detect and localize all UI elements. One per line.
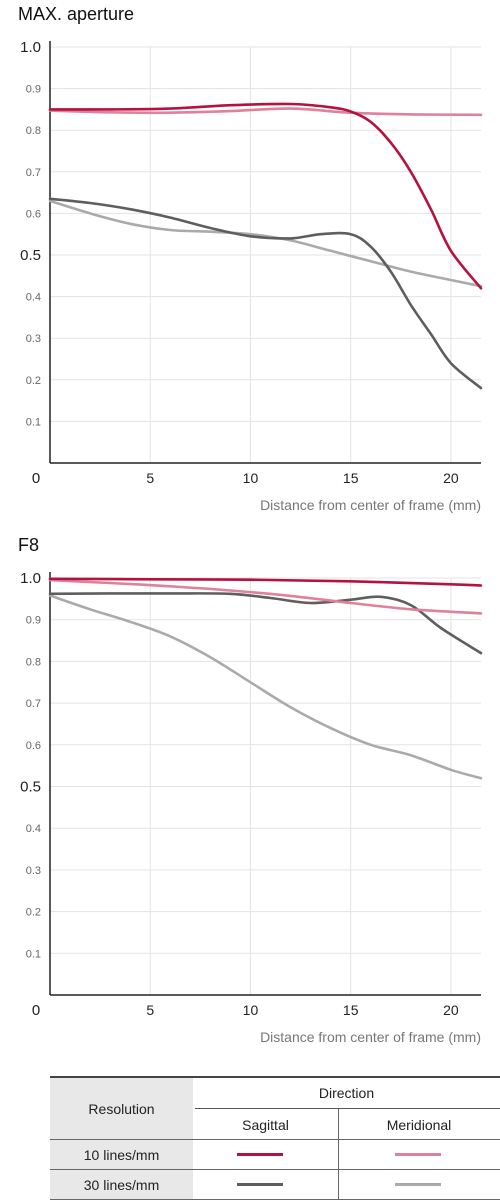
x-tick-label: 10 [243, 470, 259, 486]
origin-label: 0 [32, 1002, 40, 1019]
legend-resolution-header: Resolution [50, 1078, 193, 1140]
y-tick-label: 0.2 [26, 375, 41, 387]
x-tick-label: 10 [243, 1002, 259, 1018]
y-tick-label: 0.8 [26, 125, 41, 137]
legend-row-30-lines-label: 30 lines/mm [50, 1170, 193, 1200]
x-tick-label: 15 [343, 1002, 359, 1018]
chart-title: MAX. aperture [18, 4, 134, 24]
series-line-meridional-10 [48, 578, 483, 615]
y-tick-label: 0.3 [26, 865, 41, 877]
legend-sagittal-header: Sagittal [242, 1116, 289, 1133]
y-tick-label: 0.7 [26, 167, 41, 179]
y-tick-label: 0.6 [26, 208, 41, 220]
legend-direction-header: Direction [318, 1085, 375, 1101]
x-axis-title: Distance from center of frame (mm) [260, 497, 481, 513]
x-tick-label: 20 [443, 470, 459, 486]
mtf-chart-max-aperture: MAX. aperture 0.1 0.2 0.3 0.4 0.5 0.6 0.7 0.8 0.9… [18, 4, 483, 513]
y-tick-label: 0.9 [26, 84, 41, 96]
x-tick-label: 15 [343, 470, 359, 486]
legend-meridional-header: Meridional [386, 1116, 452, 1133]
chart-title: F8 [18, 535, 39, 555]
y-tick-label: 0.6 [26, 740, 41, 752]
series-line-sagittal-30 [48, 197, 483, 390]
y-tick-label: 0.9 [26, 615, 41, 627]
y-tick-label: 0.5 [20, 779, 41, 796]
series-line-sagittal-10 [48, 102, 483, 290]
legend-table: Resolution Direction Sagittal Meridional… [50, 1076, 500, 1200]
y-tick-label: 0.4 [26, 292, 41, 304]
series-line-meridional-10 [48, 107, 483, 117]
x-axis-title: Distance from center of frame (mm) [260, 1029, 481, 1045]
y-tick-label: 0.5 [20, 247, 41, 264]
series-line-sagittal-30 [48, 592, 483, 655]
y-tick-label: 0.4 [26, 823, 41, 835]
y-tick-label: 0.8 [26, 656, 41, 668]
legend-row-divider [50, 1169, 500, 1170]
legend-row-divider [50, 1139, 500, 1140]
y-tick-label: 0.2 [26, 907, 41, 919]
legend-column-divider [338, 1109, 339, 1199]
x-tick-label: 20 [443, 1002, 459, 1018]
legend-swatch-meridional-30 [395, 1183, 441, 1186]
y-tick-label: 1.0 [20, 570, 41, 587]
y-tick-label: 0.3 [26, 333, 41, 345]
mtf-chart-f8: F8 0.1 0.2 0.3 0.4 0.5 0.6 0.7 0.8 0.9 1.0 0 5 10 15 20… [18, 535, 483, 1045]
y-tick-label: 0.1 [26, 416, 41, 428]
y-tick-label: 0.1 [26, 948, 41, 960]
x-tick-label: 5 [146, 1002, 154, 1018]
legend-swatch-sagittal-30 [237, 1183, 283, 1186]
legend-row-10-lines-label: 10 lines/mm [50, 1140, 193, 1170]
legend-swatch-sagittal-10 [237, 1153, 283, 1156]
x-tick-label: 5 [146, 470, 154, 486]
y-tick-label: 1.0 [20, 39, 41, 56]
origin-label: 0 [32, 470, 40, 487]
legend-top-border [50, 1076, 500, 1078]
series-line-sagittal-10 [48, 577, 483, 587]
legend-swatch-meridional-10 [395, 1153, 441, 1156]
y-tick-label: 0.7 [26, 698, 41, 710]
series-line-meridional-30 [48, 594, 483, 780]
legend-direction-divider [195, 1108, 500, 1109]
